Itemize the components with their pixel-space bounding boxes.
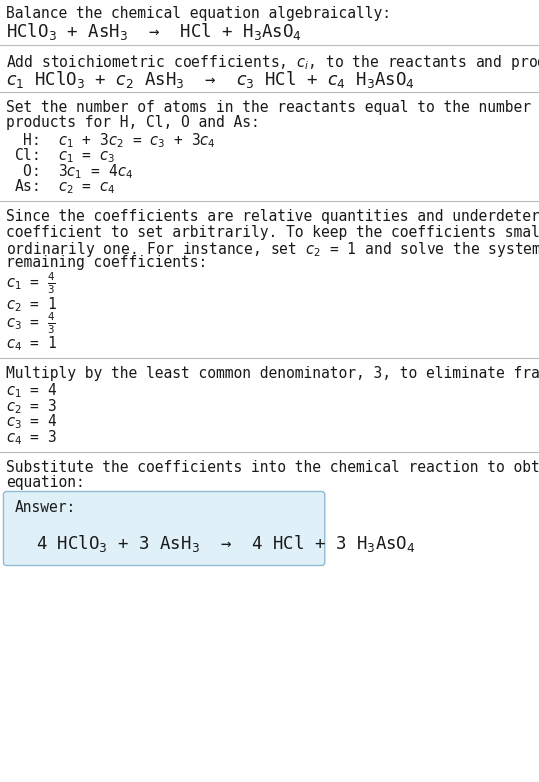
Text: ordinarily one. For instance, set $c_2$ = 1 and solve the system of equations fo: ordinarily one. For instance, set $c_2$ … <box>6 240 539 259</box>
Text: Multiply by the least common denominator, 3, to eliminate fractional coefficient: Multiply by the least common denominator… <box>6 366 539 381</box>
Text: As:  $c_2$ = $c_4$: As: $c_2$ = $c_4$ <box>15 178 116 196</box>
Text: Cl:  $c_1$ = $c_3$: Cl: $c_1$ = $c_3$ <box>15 146 115 165</box>
FancyBboxPatch shape <box>3 492 325 565</box>
Text: Substitute the coefficients into the chemical reaction to obtain the balanced: Substitute the coefficients into the che… <box>6 460 539 475</box>
Text: $c_1$ = $\frac{4}{3}$: $c_1$ = $\frac{4}{3}$ <box>6 271 57 296</box>
Text: 4 HClO$_3$ + 3 AsH$_3$  →  4 HCl + 3 H$_3$AsO$_4$: 4 HClO$_3$ + 3 AsH$_3$ → 4 HCl + 3 H$_3$… <box>37 533 416 554</box>
Text: H:  $c_1$ + 3$c_2$ = $c_3$ + 3$c_4$: H: $c_1$ + 3$c_2$ = $c_3$ + 3$c_4$ <box>15 131 216 149</box>
Text: $c_3$ = 4: $c_3$ = 4 <box>6 412 58 431</box>
Text: $c_2$ = 1: $c_2$ = 1 <box>6 295 58 314</box>
Text: equation:: equation: <box>6 475 85 490</box>
Text: Answer:: Answer: <box>15 500 75 515</box>
Text: $c_3$ = $\frac{4}{3}$: $c_3$ = $\frac{4}{3}$ <box>6 310 57 335</box>
Text: $c_1$ = 4: $c_1$ = 4 <box>6 382 58 400</box>
Text: $c_4$ = 1: $c_4$ = 1 <box>6 335 58 353</box>
Text: $c_2$ = 3: $c_2$ = 3 <box>6 397 58 416</box>
Text: Add stoichiometric coefficients, $c_i$, to the reactants and products:: Add stoichiometric coefficients, $c_i$, … <box>6 53 539 72</box>
Text: Balance the chemical equation algebraically:: Balance the chemical equation algebraica… <box>6 6 391 21</box>
Text: coefficient to set arbitrarily. To keep the coefficients small, the arbitrary va: coefficient to set arbitrarily. To keep … <box>6 224 539 239</box>
Text: products for H, Cl, O and As:: products for H, Cl, O and As: <box>6 116 260 131</box>
Text: O:  3$c_1$ = 4$c_4$: O: 3$c_1$ = 4$c_4$ <box>15 162 134 181</box>
Text: Since the coefficients are relative quantities and underdetermined, choose a: Since the coefficients are relative quan… <box>6 209 539 224</box>
Text: remaining coefficients:: remaining coefficients: <box>6 256 208 271</box>
Text: $c_1$ HClO$_3$ + $c_2$ AsH$_3$  →  $c_3$ HCl + $c_4$ H$_3$AsO$_4$: $c_1$ HClO$_3$ + $c_2$ AsH$_3$ → $c_3$ H… <box>6 69 416 89</box>
Text: $c_4$ = 3: $c_4$ = 3 <box>6 428 58 447</box>
Text: Set the number of atoms in the reactants equal to the number of atoms in the: Set the number of atoms in the reactants… <box>6 100 539 115</box>
Text: HClO$_3$ + AsH$_3$  →  HCl + H$_3$AsO$_4$: HClO$_3$ + AsH$_3$ → HCl + H$_3$AsO$_4$ <box>6 21 302 42</box>
